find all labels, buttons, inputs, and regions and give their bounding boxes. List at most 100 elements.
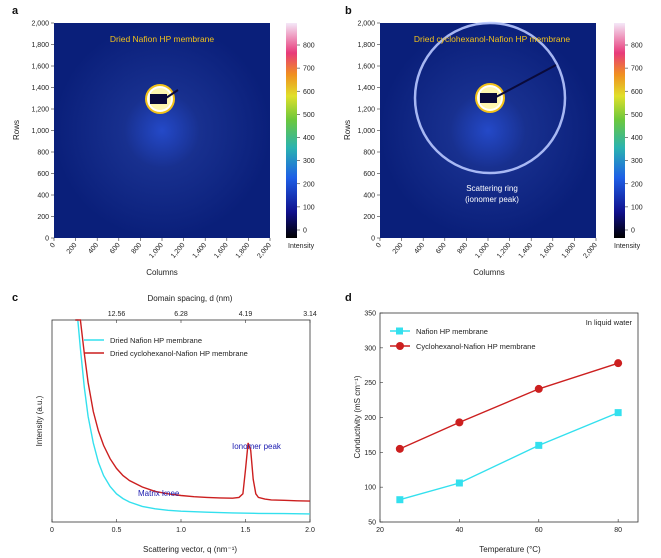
y-tick-label-b: 1,200 bbox=[357, 107, 375, 114]
x-tick-label-b: 1,200 bbox=[496, 242, 513, 260]
y-tick-label-d: 350 bbox=[364, 311, 376, 318]
data-point-d-1 bbox=[455, 418, 464, 427]
y-tick-label-a: 1,000 bbox=[31, 128, 49, 135]
y-tick-label-a: 200 bbox=[37, 214, 49, 221]
series-line-c-1 bbox=[75, 319, 311, 502]
y-tick-label-d: 50 bbox=[368, 520, 376, 527]
x-tick-label-a: 600 bbox=[109, 242, 122, 256]
panel-b: b Dried cyclohexanol-Nafion HP membrane … bbox=[343, 5, 643, 277]
x-tick-label-d: 40 bbox=[455, 527, 463, 534]
ylabel-c: Intensity (a.u.) bbox=[35, 395, 44, 446]
colorbar-tick-label-a: 800 bbox=[303, 43, 315, 50]
colorbar-tick-label-b: 700 bbox=[631, 66, 643, 73]
colorbar-tick-label-a: 600 bbox=[303, 89, 315, 96]
note-d: In liquid water bbox=[586, 318, 633, 327]
detector-image-b bbox=[380, 23, 596, 238]
x-tick-label-b: 0 bbox=[375, 242, 383, 250]
y-tick-label-a: 600 bbox=[37, 171, 49, 178]
scattering-ring bbox=[413, 21, 567, 175]
x-tick-label-b: 600 bbox=[435, 242, 448, 256]
y-tick-label-b: 800 bbox=[363, 150, 375, 157]
x-tick-label-b: 1,000 bbox=[474, 242, 491, 260]
colorbar-ticks-b: 0 100 200 300 400 500 600 700 800 bbox=[625, 43, 643, 235]
x-tick-label-a: 1,000 bbox=[148, 242, 165, 260]
colorbar-tick-label-a: 0 bbox=[303, 228, 307, 235]
y-tick-label-b: 600 bbox=[363, 171, 375, 178]
data-point-d-1 bbox=[395, 444, 404, 453]
y-ticks-a: 0 200 400 600 800 1,000 1,200 1,400 1,600 1,800 2,… bbox=[31, 21, 54, 243]
colorbar-b bbox=[614, 23, 625, 238]
legend-label-d-0: Nafion HP membrane bbox=[416, 327, 488, 336]
xlabel-d: Temperature (°C) bbox=[479, 545, 541, 554]
data-point-d-1 bbox=[614, 359, 623, 368]
y-tick-label-a: 0 bbox=[45, 236, 49, 243]
colorbar-tick-label-a: 200 bbox=[303, 181, 315, 188]
colorbar-tick-label-a: 100 bbox=[303, 204, 315, 211]
x-tick-label-c: 1.0 bbox=[176, 527, 186, 534]
xlabel-b: Columns bbox=[473, 268, 505, 277]
colorbar-tick-label-a: 400 bbox=[303, 135, 315, 142]
xlabel-a: Columns bbox=[146, 268, 178, 277]
plot-area-c: 0 0.5 1.0 1.5 2.0 12.56 6.28 4.19 3.14 bbox=[50, 311, 317, 534]
y-tick-label-d: 300 bbox=[364, 345, 376, 352]
colorbar-tick-label-b: 600 bbox=[631, 89, 643, 96]
panel-letter-a: a bbox=[12, 5, 19, 17]
x-tick-label-a: 1,400 bbox=[192, 242, 209, 260]
x-tick-label-b: 1,400 bbox=[518, 242, 535, 260]
data-point-d-0 bbox=[396, 496, 404, 504]
x-tick-label-d: 60 bbox=[535, 527, 543, 534]
top-tick-label-c: 4.19 bbox=[239, 311, 253, 318]
colorbar-tick-label-b: 0 bbox=[631, 228, 635, 235]
colorbar-tick-label-a: 700 bbox=[303, 66, 315, 73]
y-tick-label-d: 150 bbox=[364, 450, 376, 457]
x-tick-label-d: 20 bbox=[376, 527, 384, 534]
x-tick-label-c: 1.5 bbox=[241, 527, 251, 534]
ylabel-b: Rows bbox=[343, 120, 352, 140]
xlabel-c: Scattering vector, q (nm⁻¹) bbox=[143, 545, 237, 554]
colorbar-label-a: Intensity bbox=[288, 243, 315, 250]
x-tick-label-b: 2,000 bbox=[582, 242, 599, 260]
colorbar-tick-label-b: 500 bbox=[631, 112, 643, 119]
ylabel-d: Conductivity (mS cm⁻¹) bbox=[353, 375, 362, 458]
x-tick-label-a: 2,000 bbox=[256, 242, 273, 260]
y-tick-label-d: 100 bbox=[364, 485, 376, 492]
beam-center-b bbox=[475, 64, 557, 113]
annotation-b: Dried cyclohexanol-Nafion HP membrane bbox=[414, 34, 570, 44]
y-tick-label-a: 1,800 bbox=[31, 42, 49, 49]
top-tick-label-c: 3.14 bbox=[303, 311, 317, 318]
x-tick-label-c: 0.5 bbox=[112, 527, 122, 534]
matrix-knee-label: Matrix knee bbox=[138, 489, 180, 498]
panel-d: d 20 40 60 80 50 100 150 200 250 300 350 Conductiv… bbox=[345, 292, 639, 554]
top-xlabel-c: Domain spacing, d (nm) bbox=[148, 294, 233, 303]
y-tick-label-a: 800 bbox=[37, 150, 49, 157]
y-tick-label-d: 200 bbox=[364, 415, 376, 422]
x-tick-label-b: 1,600 bbox=[539, 242, 556, 260]
y-tick-label-b: 1,000 bbox=[357, 128, 375, 135]
y-tick-label-a: 1,400 bbox=[31, 85, 49, 92]
x-tick-label-a: 400 bbox=[87, 242, 100, 256]
x-tick-label-b: 1,800 bbox=[561, 242, 578, 260]
y-tick-label-b: 2,000 bbox=[357, 21, 375, 28]
data-point-d-0 bbox=[614, 409, 622, 417]
x-tick-label-a: 1,800 bbox=[235, 242, 252, 260]
x-tick-label-b: 800 bbox=[456, 242, 469, 256]
legend-label-d-1: Cyclohexanol-Nafion HP membrane bbox=[416, 342, 536, 351]
y-tick-label-a: 400 bbox=[37, 193, 49, 200]
data-point-d-0 bbox=[455, 479, 463, 487]
x-tick-label-a: 800 bbox=[130, 242, 143, 256]
y-tick-label-b: 200 bbox=[363, 214, 375, 221]
series-line-d-0 bbox=[399, 411, 619, 501]
colorbar-tick-label-a: 500 bbox=[303, 112, 315, 119]
y-tick-label-b: 400 bbox=[363, 193, 375, 200]
y-tick-label-a: 1,200 bbox=[31, 107, 49, 114]
y-tick-label-d: 250 bbox=[364, 380, 376, 387]
x-ticks-a: 0 200 400 600 800 1,000 1,200 1,400 1,600 1,800 2,… bbox=[49, 238, 273, 260]
colorbar-tick-label-b: 100 bbox=[631, 204, 643, 211]
annotation-a: Dried Nafion HP membrane bbox=[110, 34, 215, 44]
detector-image-a bbox=[54, 23, 270, 238]
colorbar-ticks-a: 0 100 200 300 400 500 600 700 800 bbox=[297, 43, 315, 235]
y-tick-label-b: 1,400 bbox=[357, 85, 375, 92]
plot-area-d: 20 40 60 80 50 100 150 200 250 300 350 bbox=[364, 311, 623, 534]
x-tick-label-a: 1,200 bbox=[170, 242, 187, 260]
beam-center-a bbox=[145, 84, 179, 114]
